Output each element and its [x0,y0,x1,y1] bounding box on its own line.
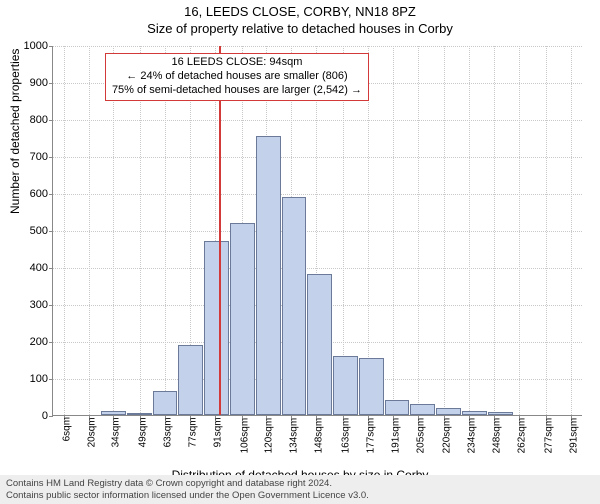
x-tick-label: 49sqm [132,417,149,447]
x-tick-label: 220sqm [436,418,453,454]
page-subtitle: Size of property relative to detached ho… [0,21,600,36]
x-tick-label: 6sqm [55,417,72,441]
x-tick-label: 163sqm [334,418,351,454]
histogram-bar [488,412,513,415]
y-tick-mark [49,83,53,84]
histogram-bar [153,391,178,415]
histogram-bar [359,358,384,415]
histogram-bar [282,197,307,415]
gridline-v [519,46,520,415]
histogram-bar [410,404,435,415]
gridline-v [64,46,65,415]
gridline-h [53,231,582,232]
gridline-v [444,46,445,415]
x-tick-label: 277sqm [537,418,554,454]
annotation-box: 16 LEEDS CLOSE: 94sqm← 24% of detached h… [105,53,369,100]
x-tick-label: 91sqm [206,417,223,447]
x-tick-label: 134sqm [283,418,300,454]
y-tick-mark [49,305,53,306]
x-tick-label: 77sqm [181,417,198,447]
x-tick-label: 205sqm [409,418,426,454]
gridline-v [89,46,90,415]
gridline-v [140,46,141,415]
gridline-v [113,46,114,415]
gridline-v [165,46,166,415]
x-tick-label: 234sqm [461,418,478,454]
footer-line-2: Contains public sector information licen… [6,490,594,501]
y-tick-mark [49,342,53,343]
y-tick-label: 600 [30,188,48,200]
y-tick-mark [49,194,53,195]
gridline-v [546,46,547,415]
x-tick-label: 191sqm [384,418,401,454]
histogram-bar [462,411,487,415]
y-tick-label: 700 [30,151,48,163]
gridline-h [53,194,582,195]
footer-line-1: Contains HM Land Registry data © Crown c… [6,478,594,489]
y-tick-label: 1000 [24,40,48,52]
histogram-bar [230,223,255,415]
gridline-v [494,46,495,415]
x-tick-label: 34sqm [105,417,122,447]
y-tick-label: 800 [30,114,48,126]
gridline-h [53,120,582,121]
y-tick-mark [49,416,53,417]
x-tick-label: 262sqm [510,418,527,454]
y-tick-label: 400 [30,262,48,274]
property-marker-line [219,46,221,415]
histogram-bar [436,408,461,415]
gridline-v [393,46,394,415]
y-axis-label: Number of detached properties [8,49,22,214]
y-tick-label: 0 [42,410,48,422]
histogram-bar [385,400,410,415]
x-tick-label: 20sqm [80,417,97,447]
y-tick-mark [49,157,53,158]
gridline-h [53,268,582,269]
y-tick-label: 200 [30,336,48,348]
histogram-bar [101,411,126,415]
x-tick-label: 291sqm [562,418,579,454]
histogram-bar [127,413,152,415]
y-tick-label: 900 [30,77,48,89]
histogram-bar [204,241,229,415]
y-tick-label: 300 [30,299,48,311]
y-tick-mark [49,379,53,380]
histogram-bar [333,356,358,415]
gridline-v [469,46,470,415]
x-tick-label: 177sqm [359,418,376,454]
gridline-v [418,46,419,415]
y-tick-mark [49,46,53,47]
y-tick-mark [49,120,53,121]
annotation-line: 75% of semi-detached houses are larger (… [112,84,362,98]
x-tick-label: 120sqm [258,418,275,454]
histogram-bar [307,274,332,415]
x-tick-label: 106sqm [233,418,250,454]
y-tick-label: 100 [30,373,48,385]
gridline-v [571,46,572,415]
y-tick-label: 500 [30,225,48,237]
histogram-chart: 010020030040050060070080090010006sqm20sq… [52,46,582,416]
histogram-bar [178,345,203,415]
x-tick-label: 248sqm [486,418,503,454]
annotation-line: ← 24% of detached houses are smaller (80… [112,70,362,84]
y-tick-mark [49,268,53,269]
page-title: 16, LEEDS CLOSE, CORBY, NN18 8PZ [0,4,600,19]
gridline-h [53,157,582,158]
annotation-line: 16 LEEDS CLOSE: 94sqm [112,56,362,70]
x-tick-label: 148sqm [308,418,325,454]
x-tick-label: 63sqm [157,417,174,447]
gridline-h [53,46,582,47]
y-tick-mark [49,231,53,232]
plot-area: 010020030040050060070080090010006sqm20sq… [52,46,582,416]
histogram-bar [256,136,281,415]
